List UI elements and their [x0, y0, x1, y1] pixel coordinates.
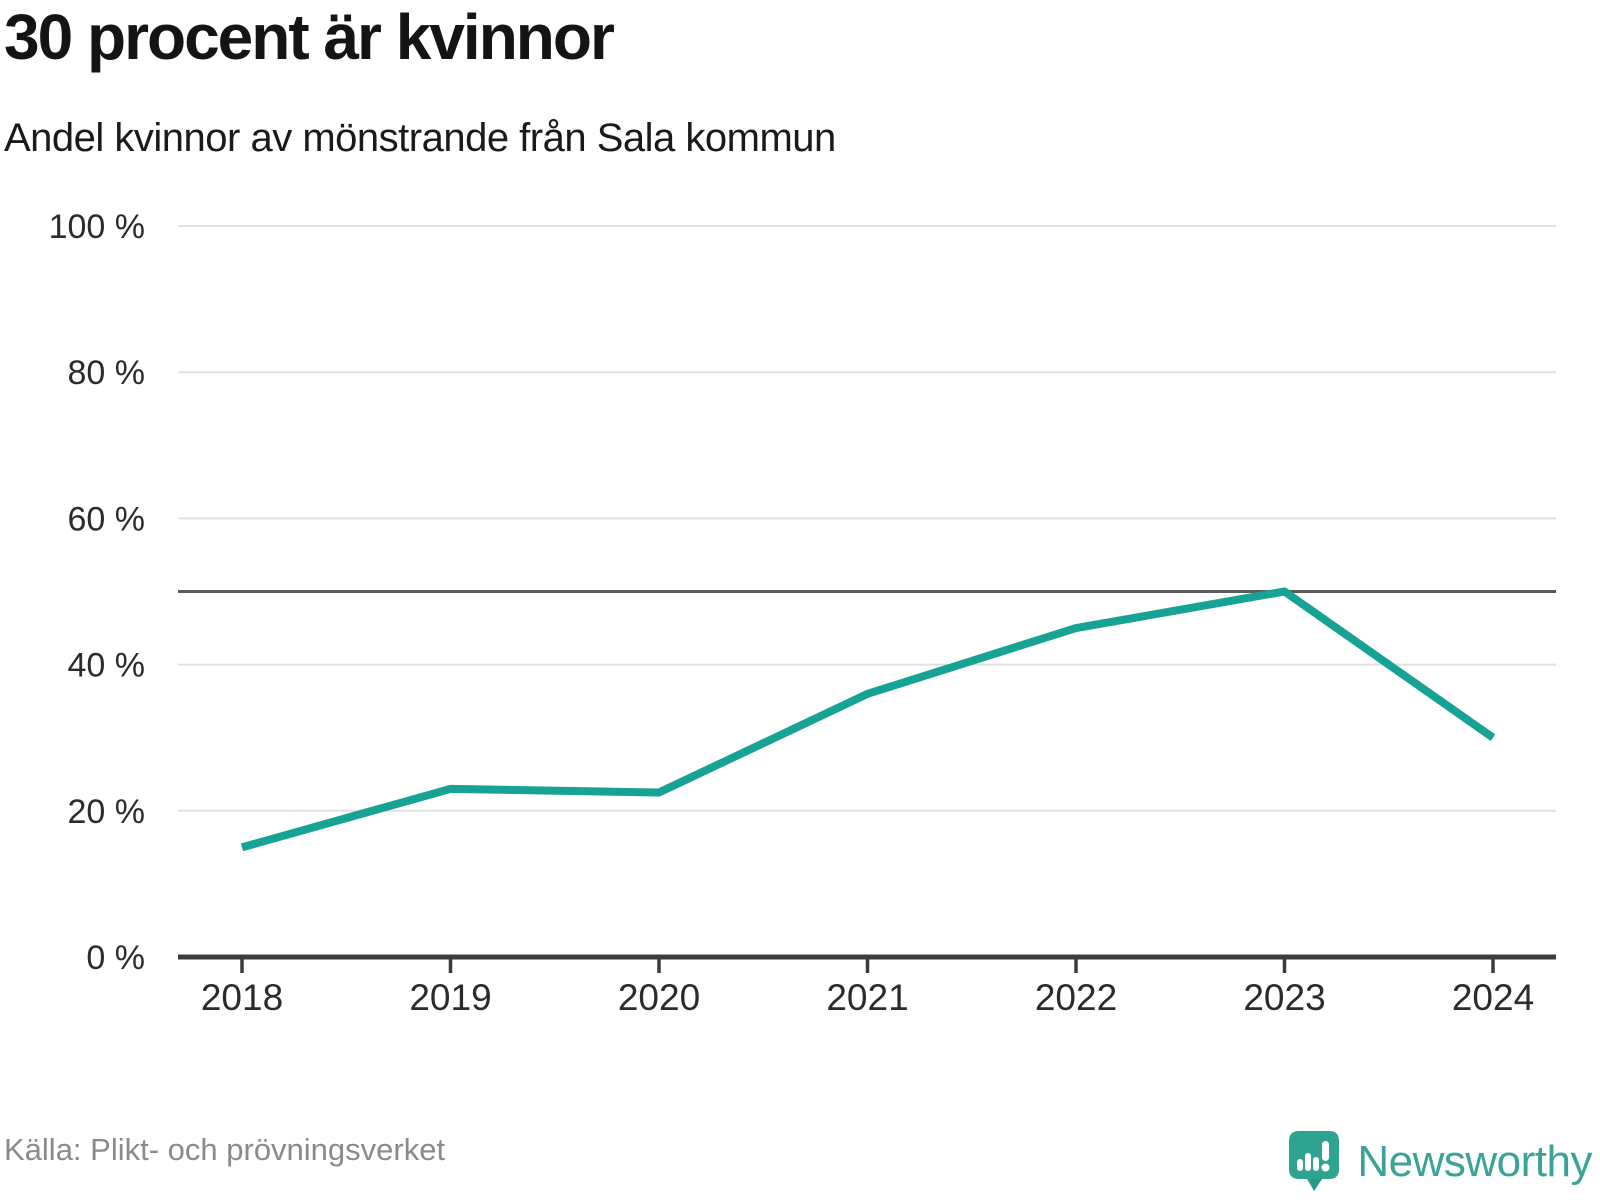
brand-name: Newsworthy: [1357, 1137, 1592, 1186]
y-tick-label-0: 0 %: [86, 939, 145, 977]
brand-logo: Newsworthy: [1289, 1124, 1592, 1200]
bars-and-exclamation: [1297, 1141, 1330, 1172]
y-tick-label-20: 20 %: [68, 793, 146, 831]
x-tick-label-2018: 2018: [201, 977, 283, 1018]
y-tick-label-40: 40 %: [68, 647, 146, 685]
speech-bubble-tail-shade: [1310, 1179, 1323, 1191]
line-chart: 0 % 20 % 40 % 60 % 80 % 100 % 2018 2019 2020 2021…: [49, 208, 1556, 1018]
source-note: Källa: Plikt- och prövningsverket: [4, 1132, 446, 1167]
chart-subtitle: Andel kvinnor av mönstrande från Sala ko…: [4, 116, 836, 160]
data-line-Andel kvinnor av mönstrande: [240, 587, 1496, 852]
newsworthy-logo-icon: [1289, 1131, 1340, 1191]
y-tick-label-80: 80 %: [68, 354, 146, 392]
y-tick-label-60: 60 %: [68, 500, 146, 538]
x-tick-label-2021: 2021: [826, 977, 908, 1018]
x-tick-label-2024: 2024: [1452, 977, 1534, 1018]
y-tick-label-100: 100 %: [49, 208, 145, 246]
x-tick-label-2020: 2020: [618, 977, 700, 1018]
x-tick-label-2019: 2019: [409, 977, 491, 1018]
chart-title: 30 procent är kvinnor: [4, 1, 615, 73]
x-tick-label-2022: 2022: [1035, 977, 1117, 1018]
x-tick-label-2023: 2023: [1243, 977, 1325, 1018]
